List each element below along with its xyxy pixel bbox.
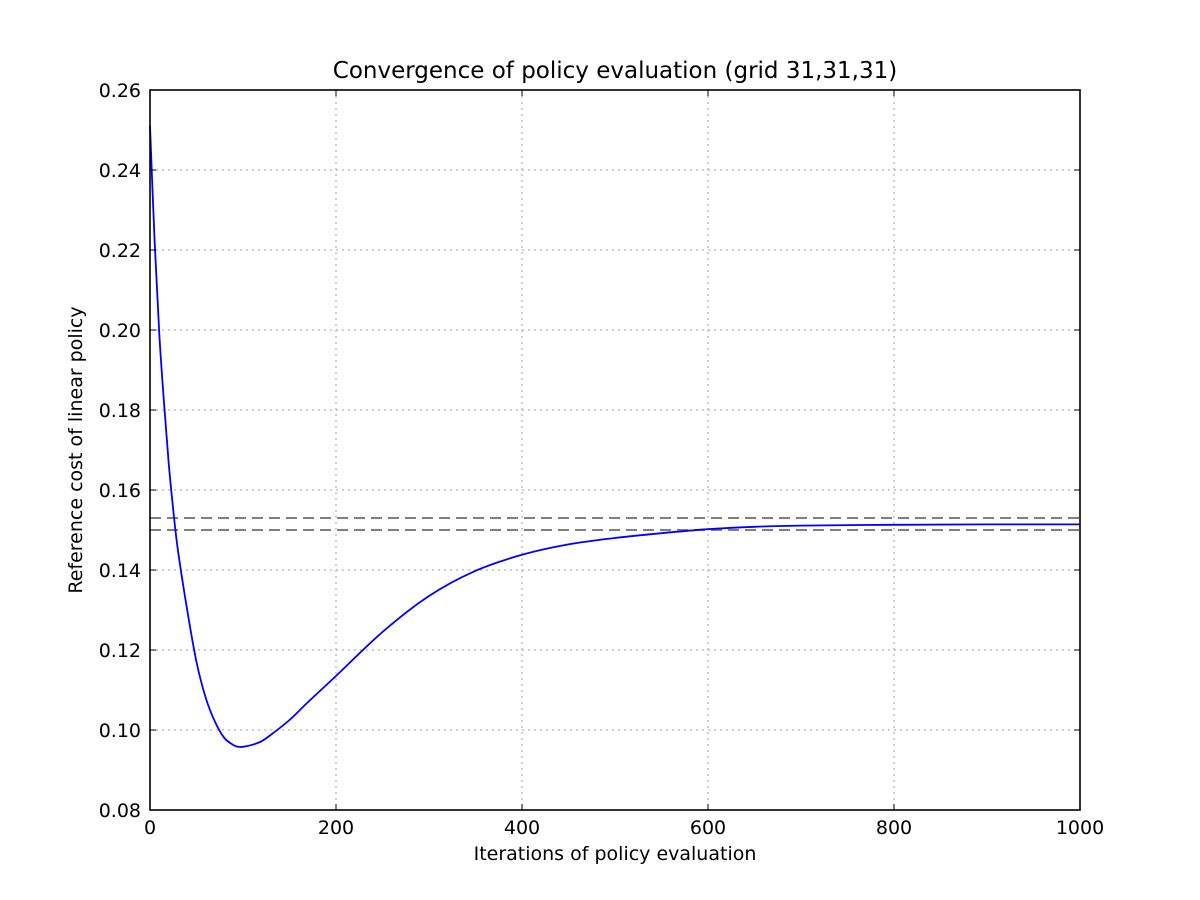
x-tick-label: 800 [876, 817, 912, 839]
x-tick-label: 600 [690, 817, 726, 839]
series-layer [149, 125, 1081, 748]
tick-marks [149, 89, 1081, 811]
reference-lines [150, 517, 1080, 531]
y-tick-label: 0.08 [99, 800, 141, 822]
x-tick-label: 0 [144, 817, 156, 839]
y-tick-label: 0.18 [99, 400, 141, 422]
x-tick-label: 400 [504, 817, 540, 839]
y-tick-label: 0.12 [99, 640, 141, 662]
y-tick-label: 0.20 [99, 320, 141, 342]
y-tick-labels: 0.08 0.10 0.12 0.14 0.16 0.18 0.20 0.22 0.24 0.26 [99, 80, 141, 822]
y-tick-label: 0.24 [99, 160, 141, 182]
y-tick-label: 0.26 [99, 80, 141, 102]
x-tick-label: 200 [318, 817, 354, 839]
x-tick-labels: 0 200 400 600 800 1000 [144, 817, 1104, 839]
y-tick-label: 0.14 [99, 560, 141, 582]
grid-layer [150, 90, 1080, 810]
y-tick-label: 0.10 [99, 720, 141, 742]
plot-frame [149, 89, 1081, 811]
x-tick-label: 1000 [1056, 817, 1104, 839]
chart-title: Convergence of policy evaluation (grid 3… [333, 58, 897, 84]
y-tick-label: 0.22 [99, 240, 141, 262]
x-axis-label: Iterations of policy evaluation [474, 843, 757, 865]
y-tick-label: 0.16 [99, 480, 141, 502]
y-axis-label: Reference cost of linear policy [65, 306, 87, 593]
series-line [149, 125, 1081, 748]
plot-area [150, 90, 1080, 810]
